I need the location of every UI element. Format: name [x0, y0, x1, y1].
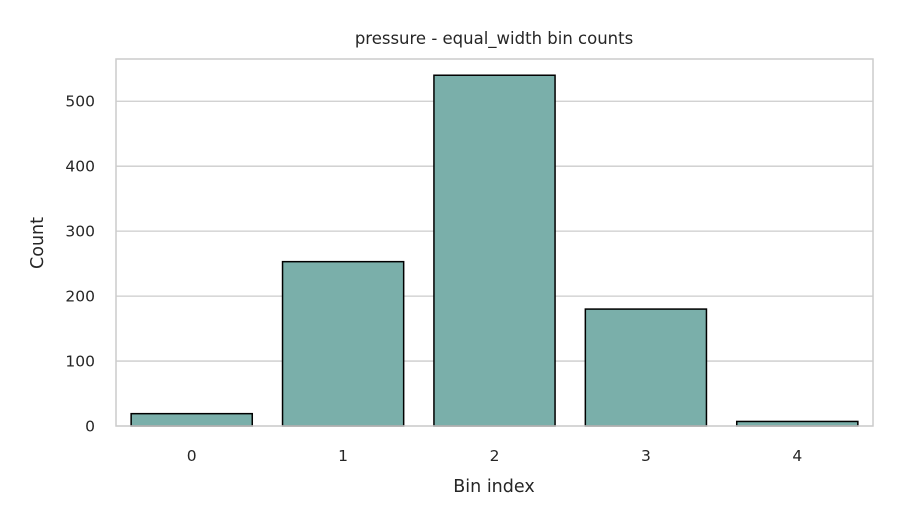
x-tick-label: 4 — [792, 447, 802, 465]
x-tick-label: 1 — [338, 447, 348, 465]
y-tick-label: 400 — [65, 158, 95, 176]
bars — [130, 74, 859, 427]
x-tick-label: 3 — [641, 447, 651, 465]
bar-0 — [130, 412, 254, 427]
y-tick-label: 500 — [65, 93, 95, 111]
y-tick-label: 100 — [65, 353, 95, 371]
bar-1 — [281, 260, 405, 427]
y-tick-label: 0 — [85, 418, 95, 436]
y-tick-labels: 0 100 200 300 400 500 — [65, 93, 95, 436]
y-tick-label: 300 — [65, 223, 95, 241]
x-tick-labels: 0 1 2 3 4 — [187, 447, 802, 465]
x-tick-label: 2 — [490, 447, 500, 465]
bar-2 — [433, 74, 556, 427]
chart-title: pressure - equal_width bin counts — [355, 29, 633, 49]
bar-3 — [584, 308, 708, 427]
x-tick-label: 0 — [187, 447, 197, 465]
plot-frame — [115, 58, 874, 427]
x-axis-label: Bin index — [453, 477, 534, 497]
y-tick-label: 200 — [65, 288, 95, 306]
y-axis-label: Count — [28, 217, 48, 269]
